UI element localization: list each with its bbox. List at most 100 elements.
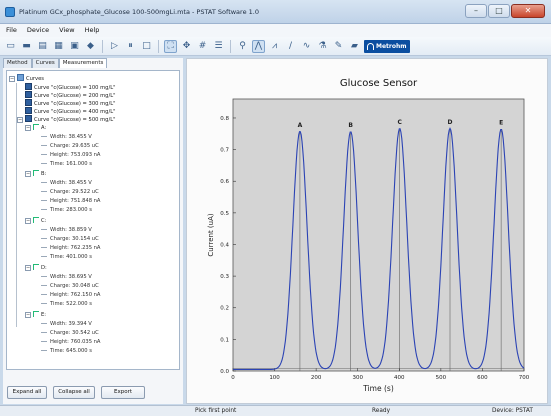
- peak-charge: Charge: 29.522 uC: [41, 189, 99, 195]
- curve-label: Curve "c(Glucose) = 400 mg/L": [34, 109, 116, 115]
- zoom-fit-icon[interactable]: ⛶: [164, 39, 177, 53]
- analysis-icon[interactable]: ⚗: [318, 41, 327, 51]
- x-tick-label: 500: [436, 375, 447, 381]
- report-icon[interactable]: ▰: [351, 41, 358, 51]
- curve-icon: [25, 99, 32, 106]
- disconnect-icon[interactable]: ◆: [87, 41, 94, 51]
- peak-height: Height: 753.093 nA: [41, 152, 100, 158]
- smooth-icon[interactable]: ∿: [302, 41, 311, 51]
- metrohm-button[interactable]: Metrohm: [364, 39, 410, 53]
- series-line: [233, 127, 525, 370]
- tree-peak-e[interactable]: − E:: [25, 311, 46, 318]
- x-tick-label: 600: [477, 375, 488, 381]
- curve-icon: [25, 91, 32, 98]
- metrohm-label: Metrohm: [376, 42, 407, 50]
- tab-measurements[interactable]: Measurements: [58, 58, 108, 68]
- tree-curve-item[interactable]: Curve "c(Glucose) = 100 mg/L": [25, 83, 115, 91]
- title-bar: Platinum GCx_phosphate_Glucose 100-500mg…: [0, 0, 551, 24]
- pause-icon[interactable]: ⏸: [128, 41, 133, 51]
- save-icon[interactable]: ▣: [70, 41, 79, 51]
- tree-peak-d[interactable]: − D:: [25, 264, 47, 271]
- y-axis-label: Current (uA): [207, 213, 215, 256]
- panel-tabs: Method Curves Measurements: [3, 58, 108, 68]
- glucose-chart[interactable]: Glucose Sensor 0.0 0.1 0.2 0.3 0.4 0.5 0.6 0.7 0.…: [187, 59, 547, 403]
- peak-charge: Charge: 30.154 uC: [41, 236, 99, 242]
- table-icon[interactable]: ☰: [214, 41, 223, 51]
- menu-view[interactable]: View: [59, 26, 75, 34]
- method-icon[interactable]: ▦: [54, 41, 63, 51]
- open-icon[interactable]: ▤: [38, 41, 47, 51]
- chart-title: Glucose Sensor: [340, 78, 418, 89]
- grid-icon[interactable]: #: [198, 41, 207, 51]
- peak-label: B: [348, 122, 353, 129]
- peak-manual-icon[interactable]: ⩘: [271, 41, 278, 51]
- marker-icon[interactable]: ✎: [334, 41, 343, 51]
- collapse-toggle-icon[interactable]: −: [17, 117, 23, 123]
- x-tick-label: 0: [231, 375, 235, 381]
- tree-curve-item[interactable]: Curve "c(Glucose) = 300 mg/L": [25, 99, 115, 107]
- curve-label: Curve "c(Glucose) = 500 mg/L": [34, 117, 116, 123]
- measurement-tree: − Curves Curve "c(Glucose) = 100 mg/L" Cu…: [6, 70, 180, 370]
- stop-icon[interactable]: □: [142, 41, 151, 51]
- tree-curve-item[interactable]: Curve "c(Glucose) = 200 mg/L": [25, 91, 115, 99]
- close-icon[interactable]: ✕: [511, 4, 545, 18]
- status-hint: Pick first point: [195, 408, 237, 414]
- window-title: Platinum GCx_phosphate_Glucose 100-500mg…: [19, 8, 259, 16]
- new-file-icon[interactable]: ▭: [6, 41, 15, 51]
- tab-curves[interactable]: Curves: [31, 58, 59, 68]
- tree-root[interactable]: − Curves: [9, 74, 44, 82]
- peak-search-icon[interactable]: ⋀: [252, 39, 265, 53]
- baseline-icon[interactable]: ∕: [288, 41, 293, 51]
- toolbar-separator: [230, 39, 231, 53]
- x-tick-label: 300: [352, 375, 363, 381]
- peak-label: D:: [41, 265, 47, 271]
- peak-label: D: [448, 119, 453, 126]
- peak-time: Time: 161.000 s: [41, 161, 92, 167]
- x-tick-label: 100: [269, 375, 280, 381]
- tree-curve-item[interactable]: − Curve "c(Glucose) = 500 mg/L": [17, 115, 115, 123]
- plot-area: [232, 98, 525, 372]
- collapse-toggle-icon[interactable]: −: [25, 218, 31, 224]
- y-tick-label: 0.8: [220, 116, 229, 122]
- peak-time: Time: 401.000 s: [41, 254, 92, 260]
- collapse-toggle-icon[interactable]: −: [25, 125, 31, 131]
- tree-curve-item[interactable]: Curve "c(Glucose) = 400 mg/L": [25, 107, 115, 115]
- export-button[interactable]: Export: [101, 386, 145, 399]
- peak-height: Height: 762.150 nA: [41, 292, 100, 298]
- pan-icon[interactable]: ✥: [182, 41, 191, 51]
- y-tick-label: 0.4: [220, 242, 229, 248]
- peak-icon: [33, 170, 39, 176]
- collapse-toggle-icon[interactable]: −: [25, 265, 31, 271]
- peak-icon: [33, 217, 39, 223]
- y-tick-label: 0.0: [220, 369, 229, 375]
- curve-label: Curve "c(Glucose) = 200 mg/L": [34, 93, 116, 99]
- tab-method[interactable]: Method: [3, 58, 32, 68]
- maximize-icon[interactable]: □: [488, 4, 510, 18]
- peak-width: Width: 38.859 V: [41, 227, 92, 233]
- status-device: Device: PSTAT: [492, 408, 533, 414]
- tree-peak-c[interactable]: − C:: [25, 217, 46, 224]
- play-icon[interactable]: ▷: [111, 41, 118, 51]
- peak-width: Width: 38.695 V: [41, 274, 92, 280]
- tree-peak-a[interactable]: − A:: [25, 124, 46, 131]
- collapse-toggle-icon[interactable]: −: [25, 312, 31, 318]
- left-panel: Method Curves Measurements − Curves Curve…: [3, 58, 183, 404]
- zoom-icon[interactable]: ⚲: [239, 41, 246, 51]
- menu-file[interactable]: File: [6, 26, 17, 34]
- peak-height: Height: 762.235 nA: [41, 245, 100, 251]
- collapse-toggle-icon[interactable]: −: [9, 76, 15, 82]
- menu-device[interactable]: Device: [26, 26, 50, 34]
- peak-icon: [33, 124, 39, 130]
- minimize-icon[interactable]: –: [465, 4, 487, 18]
- menu-help[interactable]: Help: [84, 26, 100, 34]
- status-bar: Pick first point Ready Device: PSTAT: [0, 405, 551, 416]
- peak-icon: [33, 264, 39, 270]
- peak-label: A:: [41, 125, 47, 131]
- collapse-toggle-icon[interactable]: −: [25, 171, 31, 177]
- expand-all-button[interactable]: Expand all: [7, 386, 47, 399]
- peak-height: Height: 751.848 nA: [41, 198, 100, 204]
- tree-peak-b[interactable]: − B:: [25, 170, 46, 177]
- open-folder-icon[interactable]: ▬: [22, 41, 31, 51]
- collapse-all-button[interactable]: Collapse all: [53, 386, 95, 399]
- peak-label: C:: [41, 218, 47, 224]
